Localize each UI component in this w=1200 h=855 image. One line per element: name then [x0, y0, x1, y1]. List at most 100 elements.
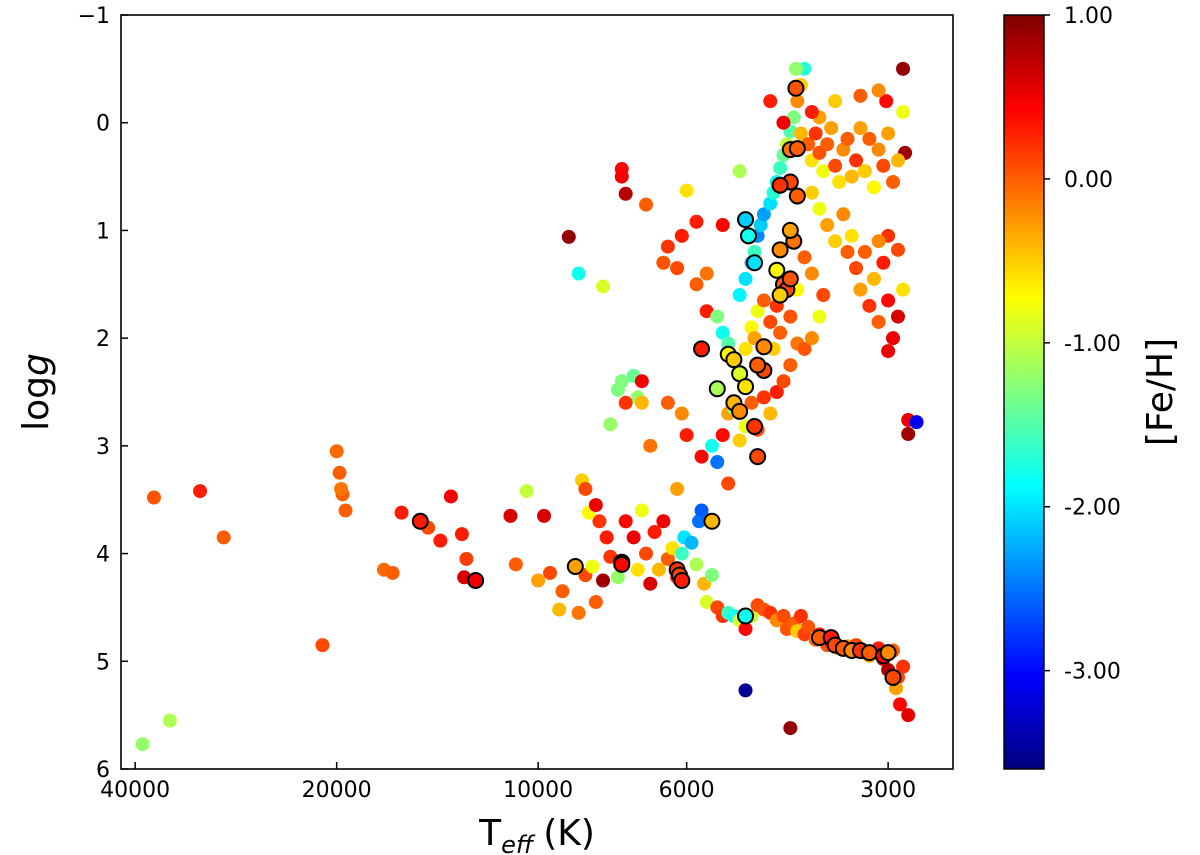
data-point [840, 244, 855, 259]
data-point [776, 374, 791, 389]
data-point [820, 137, 835, 152]
data-point [862, 298, 877, 313]
data-point [689, 277, 704, 292]
data-point [836, 207, 851, 222]
data-point [674, 228, 689, 243]
data-point [879, 94, 894, 109]
data-point [881, 344, 896, 359]
data-point [660, 395, 675, 410]
data-point [866, 271, 881, 286]
circled-data-point [411, 512, 429, 530]
data-point [857, 244, 872, 259]
data-point [890, 309, 905, 324]
data-point [816, 288, 831, 303]
y-tick-label: −1 [78, 4, 110, 29]
data-point [828, 158, 843, 173]
data-point [715, 325, 730, 340]
data-point [871, 234, 886, 249]
data-point [849, 153, 864, 168]
circled-data-point [884, 668, 902, 686]
data-point [901, 708, 916, 723]
x-tick-label: 10000 [503, 778, 573, 803]
data-point [639, 546, 654, 561]
data-point [853, 282, 868, 297]
data-point [783, 721, 798, 736]
data-point [769, 385, 784, 399]
data-point [610, 570, 625, 585]
data-point [674, 546, 689, 561]
data-point [797, 341, 812, 356]
x-tick-label: 40000 [100, 778, 170, 803]
y-axis-title-prefix: log [16, 376, 57, 431]
data-point [643, 438, 658, 453]
circled-data-point [771, 241, 789, 259]
circled-data-point [749, 356, 767, 374]
data-point [561, 229, 576, 244]
y-tick-label: 3 [96, 435, 110, 460]
circled-data-point [708, 380, 726, 398]
data-point [332, 465, 347, 480]
data-point [689, 214, 704, 229]
data-point [689, 557, 704, 572]
circled-data-point [787, 79, 805, 97]
data-point [135, 737, 150, 752]
data-point [886, 331, 901, 346]
circled-data-point [739, 227, 757, 245]
data-point [592, 514, 607, 529]
data-point [793, 609, 808, 624]
circled-data-point [731, 402, 749, 420]
data-point [651, 562, 666, 577]
colorbar-tick-label: 0.00 [1064, 168, 1113, 193]
data-point [763, 314, 778, 329]
data-point [670, 261, 685, 276]
y-tick-label: 1 [96, 219, 110, 244]
x-axis-title-unit: (K) [543, 813, 595, 854]
data-point [634, 395, 649, 410]
data-point [329, 444, 344, 459]
data-point [679, 183, 694, 198]
circled-data-point [737, 607, 755, 625]
data-point [571, 266, 586, 281]
colorbar-tick-label: -3.00 [1064, 660, 1121, 685]
circled-data-point [737, 378, 755, 396]
x-tick-label: 20000 [302, 778, 372, 803]
data-point [876, 255, 891, 270]
data-point [901, 427, 916, 442]
circled-data-point [746, 254, 764, 272]
data-point [776, 115, 791, 130]
data-point [786, 110, 801, 125]
data-point [585, 559, 600, 574]
data-point [750, 304, 765, 319]
data-point [893, 697, 908, 712]
circled-data-point [768, 261, 786, 279]
data-point [433, 533, 448, 548]
colorbar [1004, 15, 1044, 769]
data-point [603, 417, 618, 432]
data-point [844, 228, 859, 243]
data-point [670, 481, 685, 496]
circled-data-point [746, 417, 764, 435]
data-point [454, 527, 469, 542]
data-point [738, 341, 753, 356]
data-point [871, 314, 886, 329]
data-point [193, 484, 208, 499]
data-point [715, 218, 730, 233]
data-point [599, 530, 614, 545]
data-point [756, 293, 771, 308]
data-point [844, 169, 859, 184]
data-point [721, 476, 736, 491]
data-point [832, 174, 847, 189]
data-point [812, 309, 827, 324]
data-point [596, 573, 611, 588]
data-point [853, 121, 868, 136]
data-point [876, 158, 891, 173]
data-point [890, 153, 905, 168]
colorbar-title: [Fe/H] [1140, 338, 1181, 446]
data-point [788, 61, 803, 76]
x-tick-label: 3000 [860, 778, 916, 803]
data-point [660, 239, 675, 254]
data-point [881, 293, 896, 308]
data-point [896, 104, 911, 119]
data-point [338, 503, 353, 518]
